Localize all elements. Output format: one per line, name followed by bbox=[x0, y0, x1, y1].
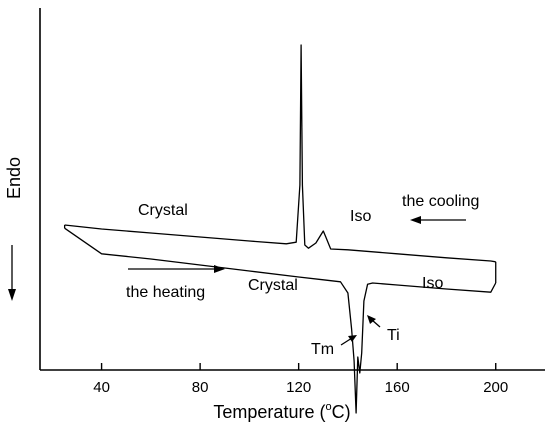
cooling-trace bbox=[64, 44, 496, 263]
label-the-cooling: the cooling bbox=[402, 193, 479, 210]
label-the-heating: the heating bbox=[126, 284, 205, 301]
cooling-arrow bbox=[410, 216, 466, 224]
x-tick-label-40: 40 bbox=[93, 379, 110, 396]
label-ti: Ti bbox=[387, 327, 400, 344]
label-tm: Tm bbox=[311, 341, 334, 358]
ti-arrow bbox=[367, 315, 381, 328]
endo-arrow-head bbox=[8, 289, 16, 301]
ti-arrow-head bbox=[367, 315, 376, 324]
x-tick-label-160: 160 bbox=[385, 379, 410, 396]
x-tick-label-200: 200 bbox=[483, 379, 508, 396]
label-crystal-heating: Crystal bbox=[248, 277, 298, 294]
x-ticks bbox=[100, 363, 497, 370]
y-axis-label: Endo bbox=[4, 157, 24, 199]
label-iso-heating: Iso bbox=[422, 275, 443, 292]
x-axis-label-unit: C) bbox=[332, 402, 351, 422]
heating-trace bbox=[64, 227, 497, 414]
x-axis-label-main: Temperature ( bbox=[213, 402, 325, 422]
label-crystal-cooling: Crystal bbox=[138, 202, 188, 219]
dsc-traces bbox=[63, 44, 497, 414]
label-iso-cooling: Iso bbox=[350, 208, 371, 225]
x-tick-label-80: 80 bbox=[192, 379, 209, 396]
x-axis-label-degree: o bbox=[325, 401, 331, 413]
tm-arrow bbox=[340, 335, 357, 346]
cooling-arrow-head bbox=[410, 216, 421, 224]
x-tick-labels: 40 80 120 160 200 bbox=[93, 379, 508, 396]
heating-arrow-head bbox=[214, 265, 225, 273]
x-axis-label: Temperature (oC) bbox=[213, 401, 350, 422]
endo-arrow bbox=[8, 245, 16, 301]
tm-arrow-head bbox=[348, 335, 357, 342]
heating-arrow bbox=[128, 265, 225, 273]
x-tick-label-120: 120 bbox=[286, 379, 311, 396]
